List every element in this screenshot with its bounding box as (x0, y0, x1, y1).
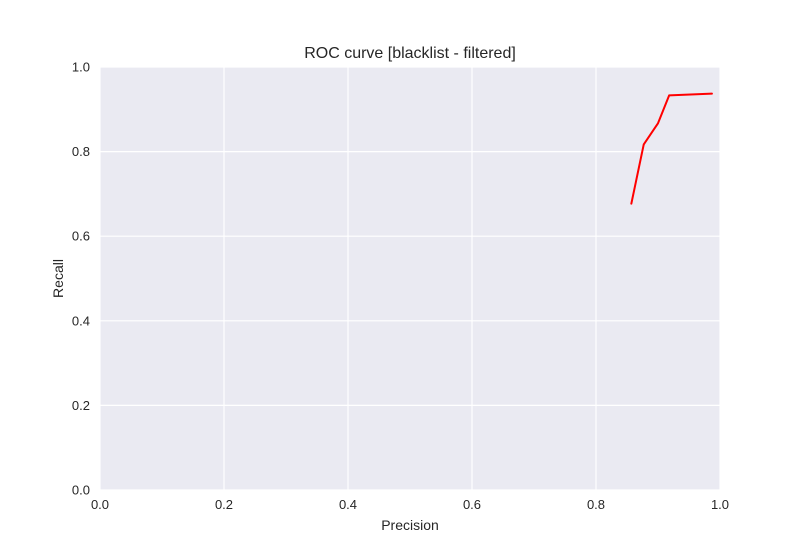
x-tick-label: 0.8 (587, 497, 605, 512)
y-tick-label: 0.0 (72, 483, 90, 498)
x-tick-labels: 0.0 0.2 0.4 0.6 0.8 1.0 (91, 497, 729, 512)
chart-title: ROC curve [blacklist - filtered] (304, 45, 516, 62)
x-tick-label: 0.2 (215, 497, 233, 512)
y-axis-label: Recall (50, 259, 66, 298)
y-tick-label: 1.0 (72, 60, 90, 75)
x-axis-label: Precision (381, 517, 439, 533)
x-tick-label: 1.0 (711, 497, 729, 512)
y-tick-label: 0.4 (72, 313, 90, 328)
y-tick-label: 0.2 (72, 398, 90, 413)
plot-area (100, 67, 720, 490)
x-tick-label: 0.6 (463, 497, 481, 512)
x-tick-label: 0.0 (91, 497, 109, 512)
y-tick-labels: 0.0 0.2 0.4 0.6 0.8 1.0 (72, 60, 90, 498)
y-tick-label: 0.8 (72, 144, 90, 159)
x-tick-label: 0.4 (339, 497, 357, 512)
y-tick-label: 0.6 (72, 229, 90, 244)
